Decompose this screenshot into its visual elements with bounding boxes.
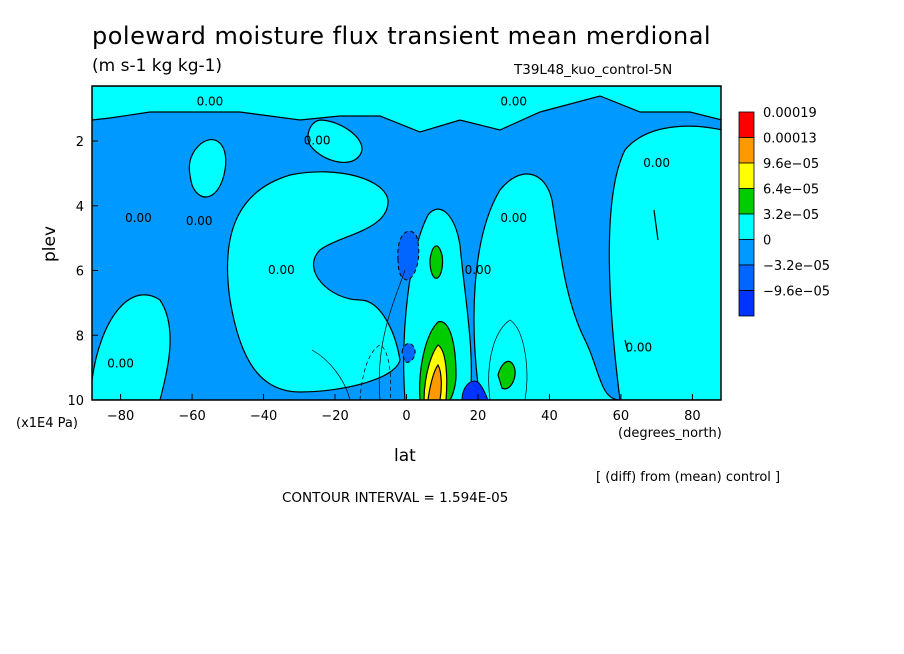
cyan-region-upper xyxy=(307,119,363,164)
x-tick-label: 80 xyxy=(684,409,701,424)
y-tick-label: 2 xyxy=(76,135,84,150)
x-tick-label: −60 xyxy=(178,409,205,424)
x-tick-label: 40 xyxy=(541,409,558,424)
cyan-region-farright xyxy=(608,125,721,400)
contour-label: 0.00 xyxy=(465,263,492,277)
colorbar-label: 0.00019 xyxy=(763,106,817,121)
contour-label: 0.00 xyxy=(500,94,527,108)
colorbar-label: 0.00013 xyxy=(763,132,817,147)
x-tick-label: −80 xyxy=(107,409,134,424)
run-label: T39L48_kuo_control-5N xyxy=(514,62,673,78)
cyan-region-left xyxy=(92,86,721,133)
negative-pocket-3 xyxy=(461,380,489,400)
y-axis: 2 4 6 8 10 xyxy=(67,135,98,409)
positive-orange xyxy=(427,363,442,400)
cyan-region-farleft xyxy=(92,294,171,400)
contour-interval: CONTOUR INTERVAL = 1.594E-05 xyxy=(282,490,509,506)
contour-field xyxy=(92,86,721,400)
colorbar-swatch xyxy=(738,290,755,317)
contour-label: 0.00 xyxy=(500,211,527,225)
contour-line-4 xyxy=(359,344,392,400)
colorbar: 0.00019 0.00013 9.6e−05 6.4e−05 3.2e−05 0 −3.2… xyxy=(738,106,830,317)
contour-label: 0.00 xyxy=(125,211,152,225)
y-tick-label: 8 xyxy=(76,329,84,344)
diff-note: [ (diff) from (mean) control ] xyxy=(596,470,781,485)
colorbar-swatch xyxy=(738,264,755,291)
cyan-region-mid xyxy=(226,171,401,393)
contour-label: 0.00 xyxy=(643,156,670,170)
contour-labels: 0.00 0.00 0.00 0.00 0.00 0.00 0.00 0.00 0.00 0.00… xyxy=(107,94,670,370)
cyan-region-right xyxy=(473,173,621,400)
x-tick-label: −20 xyxy=(321,409,348,424)
colorbar-label: 9.6e−05 xyxy=(763,157,819,172)
contour-label: 0.00 xyxy=(107,357,134,371)
colorbar-swatch xyxy=(738,213,755,240)
x-axis: −80 −60 −40 −20 0 20 40 60 80 xyxy=(107,394,701,424)
x-axis-label: lat xyxy=(394,446,416,466)
contour-line-2 xyxy=(488,319,528,400)
x-axis-unit: (degrees_north) xyxy=(618,426,722,441)
chart-title: poleward moisture flux transient mean me… xyxy=(92,22,712,50)
colorbar-label: 0 xyxy=(763,234,771,249)
y-axis-unit: (x1E4 Pa) xyxy=(16,416,78,431)
colorbar-swatch xyxy=(738,162,755,189)
contour-label: 0.00 xyxy=(625,340,652,354)
colorbar-label: 3.2e−05 xyxy=(763,208,819,223)
contour-label: 0.00 xyxy=(268,263,295,277)
cyan-region-small xyxy=(188,139,227,198)
colorbar-swatch xyxy=(738,137,755,164)
colorbar-label: −3.2e−05 xyxy=(763,259,830,274)
negative-pocket-2 xyxy=(401,343,416,363)
contour-label: 0.00 xyxy=(186,214,213,228)
positive-green-2 xyxy=(429,245,444,279)
colorbar-swatch xyxy=(738,188,755,215)
contour-line-5 xyxy=(653,209,659,241)
y-tick-label: 4 xyxy=(76,200,84,215)
contour-label: 0.00 xyxy=(304,133,331,147)
colorbar-label: 6.4e−05 xyxy=(763,183,819,198)
colorbar-label: −9.6e−05 xyxy=(763,285,830,300)
chart-units: (m s-1 kg kg-1) xyxy=(92,56,223,76)
negative-pocket-1 xyxy=(397,230,420,281)
contour-line-6 xyxy=(624,339,629,353)
y-tick-label: 6 xyxy=(76,265,84,280)
x-tick-label: 20 xyxy=(470,409,487,424)
contour-line-3 xyxy=(378,269,406,400)
contour-label: 0.00 xyxy=(197,94,224,108)
y-tick-label: 10 xyxy=(67,394,84,409)
x-tick-label: −40 xyxy=(250,409,277,424)
x-tick-label: 0 xyxy=(402,409,410,424)
contour-line-1 xyxy=(311,349,351,400)
positive-green-3 xyxy=(497,360,516,390)
colorbar-swatch xyxy=(738,239,755,266)
x-tick-label: 60 xyxy=(613,409,630,424)
colorbar-swatch xyxy=(738,111,755,138)
